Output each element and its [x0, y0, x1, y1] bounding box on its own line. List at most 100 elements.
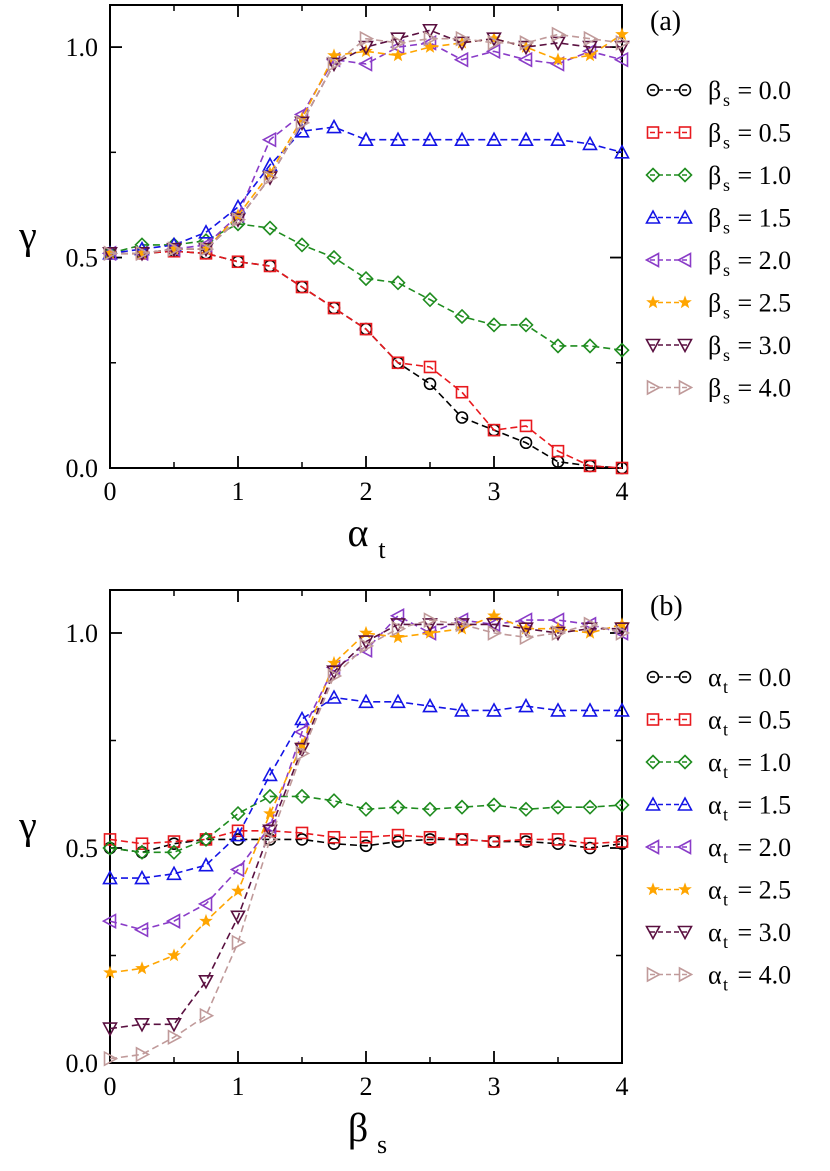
panel-label: (b) — [650, 591, 683, 622]
legend-marker — [646, 670, 660, 684]
data-point — [615, 35, 631, 51]
legend-symbol: β — [708, 246, 721, 275]
y-tick-label: 0.5 — [66, 834, 99, 863]
legend-marker — [677, 167, 693, 183]
data-point — [487, 835, 501, 848]
data-point — [229, 861, 245, 878]
series-line — [109, 614, 623, 974]
data-point — [390, 275, 406, 291]
data-point — [199, 1007, 215, 1024]
data-point — [295, 280, 309, 294]
data-point — [326, 57, 342, 73]
data-point — [103, 833, 117, 846]
series-line — [109, 126, 623, 255]
x-tick-label: 2 — [360, 477, 373, 506]
data-point — [230, 213, 246, 228]
data-point — [135, 245, 151, 262]
panel-b: 0 1 2 3 40.00.51.0γβ s(b)α t = 0.0α t = 0.5α t =… — [18, 589, 791, 1159]
data-point — [519, 436, 533, 450]
legend-subscript: t — [723, 720, 728, 740]
legend-marker — [645, 209, 661, 224]
data-point — [230, 910, 246, 925]
data-point — [519, 629, 535, 646]
plot-frame — [109, 4, 623, 469]
data-point — [166, 865, 182, 881]
data-point — [198, 974, 214, 990]
data-point — [326, 118, 342, 134]
data-point — [165, 913, 181, 929]
data-point — [197, 896, 213, 912]
legend-value: = 1.5 — [731, 204, 791, 233]
data-point — [327, 668, 343, 684]
legend-marker — [678, 882, 692, 896]
legend-marker — [645, 925, 661, 941]
series-triangle-up — [102, 118, 630, 260]
legend-marker — [678, 295, 692, 309]
data-point — [391, 828, 405, 842]
y-tick-label: 0.0 — [66, 454, 99, 483]
data-point — [583, 459, 597, 473]
data-point — [422, 801, 438, 817]
legend-value: = 0.0 — [731, 663, 791, 692]
x-axis-subscript: t — [378, 535, 386, 564]
data-point — [358, 801, 374, 817]
data-point — [423, 360, 437, 374]
data-point — [263, 806, 277, 820]
legend-marker — [677, 754, 693, 770]
data-point — [295, 745, 311, 762]
data-point — [231, 883, 245, 897]
data-point — [167, 241, 183, 257]
y-tick-label: 1.0 — [66, 33, 99, 62]
data-point — [485, 43, 501, 60]
legend-value: = 3.0 — [731, 918, 791, 947]
series-line — [109, 795, 623, 854]
data-point — [390, 32, 406, 47]
legend-symbol: β — [708, 331, 721, 360]
data-point — [231, 824, 245, 838]
legend-value: = 4.0 — [731, 961, 791, 990]
data-point — [519, 419, 533, 433]
series-line — [110, 696, 622, 879]
data-point — [166, 1017, 182, 1033]
legend-symbol: α — [708, 833, 722, 862]
series-triangle-right — [103, 26, 631, 262]
legend-value: = 0.0 — [731, 76, 791, 105]
data-point — [391, 620, 407, 637]
data-point — [453, 51, 469, 68]
data-point — [614, 702, 630, 717]
data-point — [391, 48, 405, 62]
series-triangle-up — [102, 689, 630, 885]
data-point — [134, 844, 150, 860]
data-point — [455, 411, 469, 424]
legend-symbol: β — [708, 119, 721, 148]
legend-marker — [644, 252, 660, 268]
x-axis-title: β — [348, 1105, 368, 1150]
x-axis-subscript: s — [377, 1130, 387, 1159]
data-point — [327, 56, 343, 72]
data-point — [422, 131, 438, 146]
data-point — [423, 30, 439, 47]
legend-subscript: t — [723, 762, 728, 782]
x-tick-label: 0 — [104, 477, 117, 506]
data-point — [167, 1029, 183, 1046]
data-point — [455, 30, 471, 47]
data-point — [358, 693, 374, 709]
legend-marker — [645, 754, 661, 770]
data-point — [583, 616, 599, 633]
series-star — [103, 608, 629, 979]
data-point — [519, 833, 533, 846]
series-square — [103, 244, 629, 475]
data-point — [359, 30, 375, 47]
data-point — [359, 839, 373, 853]
legend-marker — [677, 209, 693, 224]
data-point — [518, 622, 534, 637]
data-point — [358, 270, 374, 287]
data-point — [583, 30, 599, 47]
legend-subscript: t — [723, 890, 728, 910]
data-point — [199, 241, 215, 257]
data-point — [230, 826, 246, 842]
